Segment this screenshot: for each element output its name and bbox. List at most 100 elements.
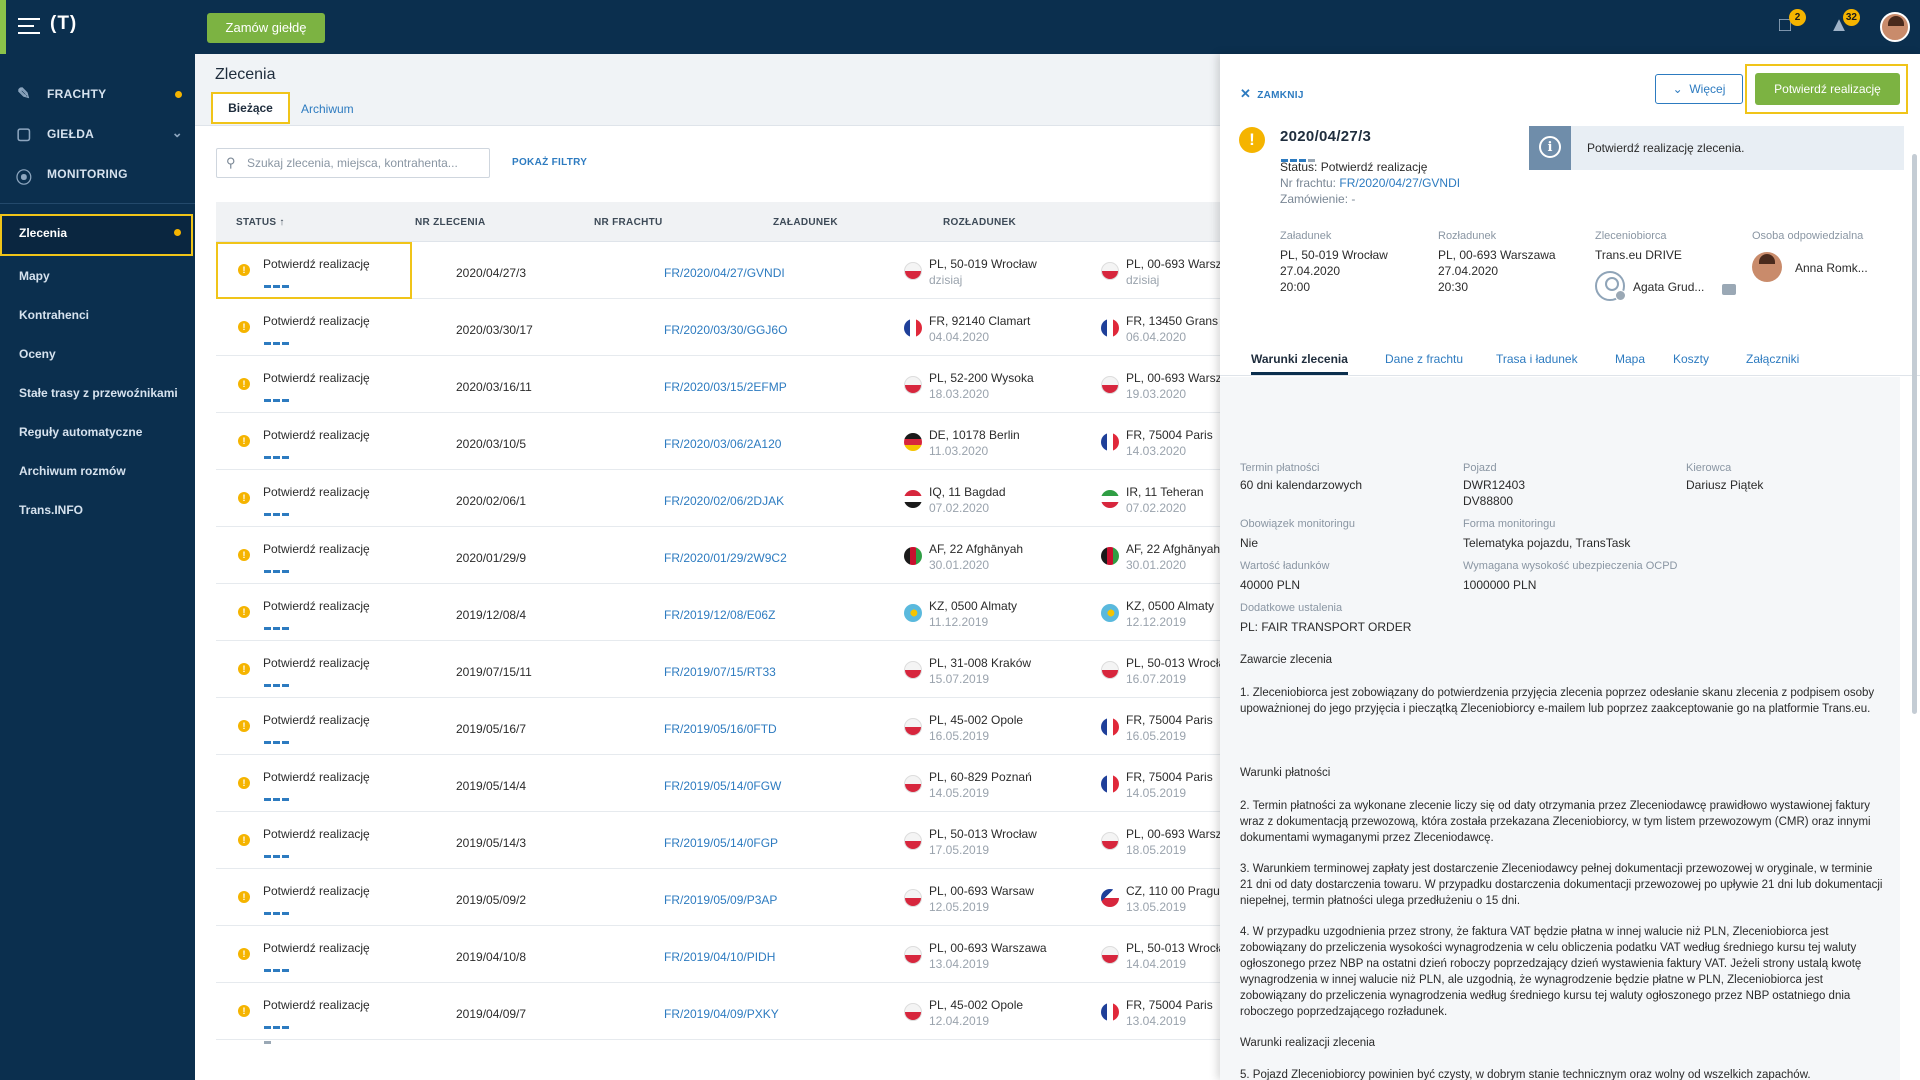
loading-date: 14.05.2019 (929, 786, 990, 800)
panel-scrollbar[interactable] (1912, 154, 1917, 714)
table-row[interactable]: ! Potwierdź realizację 2020/03/16/11 FR/202… (216, 356, 1220, 417)
sidebar-item-label: FRACHTY (47, 87, 107, 101)
sidebar-item-ratings[interactable]: Oceny (0, 335, 195, 373)
sidebar-item-automatic-rules[interactable]: Reguły automatyczne (0, 413, 195, 451)
sidebar-item-label: Trans.INFO (19, 503, 84, 517)
freight-number-link[interactable]: FR/2020/02/06/2DJAK (664, 494, 785, 508)
unloading-place: FR, 75004 Paris (1126, 428, 1213, 442)
sidebar-item-trans-info[interactable]: Trans.INFO (0, 491, 195, 529)
sidebar-item-orders[interactable]: Zlecenia (0, 214, 193, 256)
progress-dashes (264, 846, 299, 873)
table-row[interactable]: ! Potwierdź realizację 2020/01/29/9 FR/2020… (216, 527, 1220, 588)
tab-archive[interactable]: Archiwum (301, 102, 354, 116)
sidebar-item-monitoring[interactable]: ⦿ MONITORING (0, 154, 195, 194)
unloading-place: CZ, 110 00 Prague (1126, 884, 1220, 898)
confirm-realization-button[interactable]: Potwierdź realizację (1755, 73, 1900, 105)
loading-date: 30.01.2020 (929, 558, 990, 572)
loading-date: 17.05.2019 (929, 843, 990, 857)
flag-pl-icon (904, 775, 922, 793)
tab-route-cargo[interactable]: Trasa i ładunek (1496, 352, 1578, 366)
freight-number-link[interactable]: FR/2019/05/16/0FTD (664, 722, 777, 736)
sidebar-item-maps[interactable]: Mapy (0, 257, 195, 295)
column-order-number[interactable]: NR ZLECENIA (415, 217, 486, 228)
table-row[interactable]: ! Potwierdź realizację 2020/02/06/1 FR/2020… (216, 470, 1220, 531)
search-box[interactable]: ⚲ (216, 148, 490, 178)
tab-freight-data[interactable]: Dane z frachtu (1385, 352, 1464, 366)
sidebar-divider (0, 203, 195, 204)
tab-order-terms[interactable]: Warunki zlecenia (1251, 352, 1348, 375)
contractor-person[interactable]: Agata Grud... (1633, 280, 1705, 294)
column-unloading[interactable]: ROZŁADUNEK (943, 217, 1016, 228)
column-status[interactable]: STATUS ↑ (236, 217, 285, 228)
notifications-icon[interactable]: ▲ 32 (1826, 9, 1860, 38)
freight-link[interactable]: FR/2020/04/27/GVNDI (1339, 176, 1461, 190)
sidebar-item-fixed-routes[interactable]: Stałe trasy z przewoźnikami (0, 374, 195, 412)
logo[interactable]: (T) (50, 13, 78, 34)
column-loading[interactable]: ZAŁADUNEK (773, 217, 838, 228)
freight-number-link[interactable]: FR/2020/04/27/GVNDI (664, 266, 785, 280)
freight-number-link[interactable]: FR/2019/04/10/PIDH (664, 950, 776, 964)
loading-date: 12.05.2019 (929, 900, 990, 914)
progress-dashes (264, 675, 299, 702)
table-row[interactable]: ! Potwierdź realizację 2019/05/14/4 FR/2019… (216, 755, 1220, 816)
table-row[interactable]: ! Potwierdź realizację 2020/03/10/5 FR/2020… (216, 413, 1220, 474)
loading-date: 07.02.2020 (929, 501, 990, 515)
freight-number-link[interactable]: FR/2019/04/09/PXKY (664, 1007, 779, 1021)
sidebar-item-exchange[interactable]: ▢ GIEŁDA ⌄ (0, 114, 195, 154)
freight-number-link[interactable]: FR/2019/12/08/E06Z (664, 608, 776, 622)
column-freight-number[interactable]: NR FRACHTU (594, 217, 663, 228)
terms-heading-3: Warunki realizacji zlecenia (1240, 1037, 1376, 1049)
user-avatar[interactable] (1880, 12, 1910, 42)
freight-number-link[interactable]: FR/2020/01/29/2W9C2 (664, 551, 787, 565)
table-row[interactable]: ! Potwierdź realizację 2020/03/30/17 FR/202… (216, 299, 1220, 360)
order-number: 2020/03/10/5 (456, 437, 527, 451)
show-filters-link[interactable]: POKAŻ FILTRY (512, 157, 588, 168)
freight-number-link[interactable]: FR/2019/07/15/RT33 (664, 665, 776, 679)
sidebar-item-contractors[interactable]: Kontrahenci (0, 296, 195, 334)
tab-costs[interactable]: Koszty (1673, 352, 1710, 366)
sidebar-item-chat-archive[interactable]: Archiwum rozmów (0, 452, 195, 490)
messages-icon[interactable]: □ 2 (1772, 9, 1806, 38)
freight-number-link[interactable]: FR/2020/03/30/GGJ6O (664, 323, 788, 337)
table-row[interactable]: ! Potwierdź realizację 2020/04/27/3 FR/2020… (216, 242, 1220, 303)
load-time: 20:00 (1280, 280, 1311, 294)
freight-number-link[interactable]: FR/2019/05/14/0FGP (664, 836, 779, 850)
more-button[interactable]: ⌄ Więcej (1655, 74, 1743, 104)
freight-label: Nr frachtu: (1280, 176, 1337, 190)
table-row[interactable]: ! Potwierdź realizację 2019/04/09/7 FR/2019… (216, 983, 1220, 1044)
responsible-name[interactable]: Anna Romk... (1795, 261, 1868, 275)
vehicle-1: DWR12403 (1463, 478, 1526, 492)
brand-accent-strip (0, 0, 6, 54)
menu-icon[interactable] (18, 18, 40, 34)
freight-number-link[interactable]: FR/2020/03/06/2A120 (664, 437, 782, 451)
table-row[interactable]: ! Potwierdź realizację 2019/07/15/11 FR/201… (216, 641, 1220, 702)
tab-current[interactable]: Bieżące (211, 92, 290, 124)
freight-number-link[interactable]: FR/2019/05/14/0FGW (664, 779, 782, 793)
table-row[interactable]: ! Potwierdź realizację 2019/04/10/8 FR/2019… (216, 926, 1220, 987)
chat-icon[interactable] (1722, 284, 1736, 295)
freight-number-link[interactable]: FR/2019/05/09/P3AP (664, 893, 778, 907)
loading-date: 11.03.2020 (929, 444, 989, 458)
status-text: Potwierdź realizację (263, 656, 370, 670)
freight-number-link[interactable]: FR/2020/03/15/2EFMP (664, 380, 787, 394)
table-row[interactable]: ! Potwierdź realizację 2019/12/08/4 FR/2019… (216, 584, 1220, 645)
flag-pl-icon (904, 262, 922, 280)
tab-attachments[interactable]: Załączniki (1746, 352, 1800, 366)
warning-icon: ! (238, 264, 250, 276)
monitoring-label: Obowiązek monitoringu (1240, 518, 1355, 530)
close-button[interactable]: ✕ ZAMKNIJ (1240, 86, 1304, 102)
table-row[interactable]: ! Potwierdź realizację 2019/05/16/7 FR/2019… (216, 698, 1220, 759)
search-input[interactable] (247, 154, 482, 172)
info-icon: i (1539, 136, 1561, 158)
table-row[interactable]: ! Potwierdź realizację 2019/05/09/2 FR/2019… (216, 869, 1220, 930)
loading-date: 18.03.2020 (929, 387, 990, 401)
table-row[interactable]: ! Potwierdź realizację 2019/05/14/3 FR/2019… (216, 812, 1220, 873)
order-number: 2020/03/16/11 (456, 380, 532, 394)
tab-map[interactable]: Mapa (1615, 352, 1646, 366)
close-label: ZAMKNIJ (1257, 90, 1304, 101)
sidebar-item-freight[interactable]: ✎ FRACHTY (0, 74, 195, 114)
order-exchange-button[interactable]: Zamów giełdę (207, 13, 325, 43)
unloading-cell: FR, 75004 Paris 16.05.2019 (1101, 698, 1220, 755)
driver-label: Kierowca (1686, 462, 1732, 474)
loading-place: PL, 50-013 Wrocław (929, 827, 1037, 841)
